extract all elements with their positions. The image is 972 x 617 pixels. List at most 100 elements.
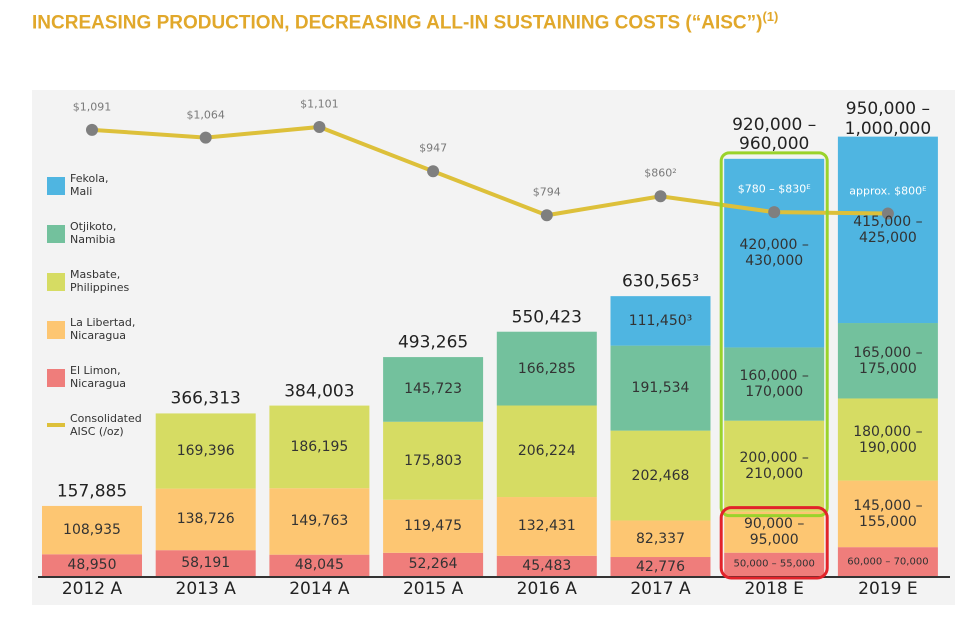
- legend-swatch: [47, 423, 65, 427]
- segment-label: 48,950: [67, 557, 117, 574]
- segment-label: 169,396: [176, 442, 235, 459]
- segment-label: 48,045: [294, 557, 344, 574]
- total-label: 366,313: [170, 388, 241, 409]
- bar-segment: [610, 296, 711, 346]
- aisc-point: [540, 209, 553, 222]
- chart-title: INCREASING PRODUCTION, DECREASING ALL-IN…: [32, 12, 763, 34]
- aisc-label: $1,091: [72, 100, 112, 114]
- bar-segment: [837, 480, 938, 548]
- legend-label: Otjikoto, Namibia: [70, 220, 117, 247]
- x-tick-label: 2015 A: [402, 579, 464, 599]
- bar-segment: [837, 323, 938, 399]
- segment-label: 108,935: [63, 522, 121, 539]
- bar-segment: [496, 555, 597, 576]
- segment-label: 166,285: [517, 360, 576, 377]
- segment-label: 200,000 – 210,000: [739, 450, 809, 483]
- bar-segment: [724, 158, 825, 348]
- segment-label: 420,000 – 430,000: [739, 237, 809, 270]
- legend-label: El Limon, Nicaragua: [70, 364, 127, 391]
- bar-segment: [383, 552, 484, 576]
- segment-label: 45,483: [522, 557, 572, 574]
- total-label: 550,423: [511, 307, 582, 328]
- legend-label: Masbate, Philippines: [70, 268, 130, 295]
- x-tick-label: 2018 E: [744, 579, 804, 599]
- legend-swatch: [47, 225, 65, 243]
- x-tick-label: 2017 A: [630, 579, 691, 599]
- x-tick-label: 2012 A: [61, 579, 123, 599]
- total-label: 630,565³: [621, 271, 700, 292]
- segment-label: 132,431: [517, 518, 576, 535]
- aisc-point: [313, 120, 326, 133]
- aisc-point: [199, 131, 212, 144]
- legend-swatch: [47, 177, 65, 195]
- bar-segment: [496, 331, 597, 406]
- segment-label: 206,224: [517, 443, 576, 460]
- segment-label: 111,450³: [628, 312, 693, 329]
- aisc-label: $1,064: [186, 108, 225, 122]
- segment-label: 90,000 – 95,000: [743, 516, 805, 549]
- bar-segment: [610, 520, 711, 558]
- aisc-label: approx. $800ᴱ: [849, 184, 927, 198]
- segment-label: 180,000 – 190,000: [853, 423, 923, 456]
- bar-segment: [269, 554, 370, 576]
- title-block: INCREASING PRODUCTION, DECREASING ALL-IN…: [32, 9, 778, 34]
- aisc-label: $947: [419, 141, 448, 155]
- segment-label: 175,803: [404, 452, 463, 469]
- bar-segment: [610, 430, 711, 521]
- x-tick-label: 2013 A: [175, 579, 236, 599]
- aisc-label: $860²: [644, 166, 677, 180]
- total-label: 384,003: [284, 381, 355, 402]
- segment-label: 119,475: [404, 518, 463, 535]
- aisc-point: [86, 123, 98, 136]
- segment-label: 145,000 – 155,000: [853, 497, 923, 530]
- legend-swatch: [47, 369, 65, 387]
- segment-label: 149,763: [290, 513, 349, 530]
- segment-label: 191,534: [631, 380, 690, 397]
- total-label: 950,000 – 1,000,000: [844, 99, 932, 139]
- segment-label: 160,000 – 170,000: [739, 367, 809, 401]
- highlight-box: [719, 151, 829, 518]
- title-note: (1): [762, 9, 779, 24]
- aisc-label: $794: [532, 185, 561, 199]
- bar-segment: [837, 398, 938, 481]
- bar-segment: [837, 136, 938, 324]
- bar-segment: [610, 557, 711, 576]
- total-label: 920,000 – 960,000: [732, 114, 817, 155]
- aisc-label: $1,101: [300, 97, 339, 111]
- bar-segment: [155, 550, 256, 576]
- total-label: 157,885: [56, 481, 128, 502]
- bar-segment: [837, 547, 938, 576]
- segment-label: 82,337: [636, 530, 685, 547]
- bar-segment: [155, 488, 256, 551]
- segment-label: 138,726: [176, 511, 235, 528]
- bar-segment: [383, 499, 484, 553]
- legend-swatch: [47, 273, 65, 291]
- aisc-line: [91, 124, 888, 218]
- bar-segment: [610, 345, 711, 431]
- total-label: 493,265: [397, 332, 469, 353]
- bar-segment: [269, 405, 370, 489]
- legend-label: Consolidated AISC (/oz): [70, 412, 142, 439]
- bar-segment: [155, 413, 256, 489]
- aisc-point: [427, 165, 440, 178]
- legend-label: La Libertad, Nicaragua: [70, 316, 136, 343]
- highlight-box: [719, 506, 829, 580]
- bar-segment: [383, 357, 484, 422]
- aisc-point: [881, 207, 894, 220]
- bar-segment: [496, 405, 597, 498]
- bar-segment: [496, 497, 597, 556]
- legend-swatch: [47, 321, 65, 339]
- bar-segment: [724, 420, 825, 512]
- bar-segment: [724, 511, 825, 553]
- segment-label: 52,264: [408, 556, 458, 573]
- aisc-point: [768, 206, 781, 219]
- x-tick-label: 2014 A: [289, 579, 350, 599]
- x-tick-label: 2016 A: [516, 579, 577, 599]
- segment-label: 42,776: [636, 558, 685, 575]
- bar-segment: [383, 421, 484, 500]
- segment-label: 415,000 – 425,000: [853, 213, 923, 246]
- segment-label: 145,723: [404, 381, 463, 398]
- segment-label: 50,000 – 55,000: [733, 558, 815, 570]
